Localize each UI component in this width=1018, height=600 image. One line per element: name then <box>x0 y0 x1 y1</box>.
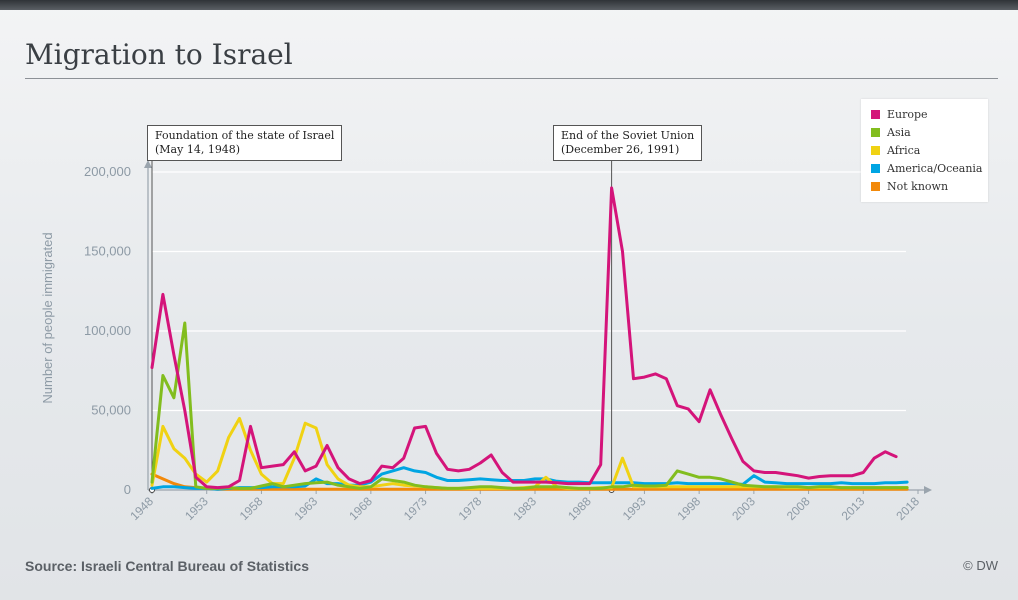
series-lines <box>150 186 909 491</box>
annotation-lines <box>149 155 615 493</box>
source-note: Source: Israeli Central Bureau of Statis… <box>25 558 309 574</box>
annotation-foundation-of-israel: Foundation of the state of Israel (May 1… <box>147 125 343 161</box>
x-tick-label: 1993 <box>620 494 649 523</box>
x-tick-label: 1958 <box>237 494 266 523</box>
chart-title: Migration to Israel <box>25 38 293 71</box>
y-tick-label: 0 <box>124 482 131 497</box>
legend-swatch-asia <box>871 127 880 137</box>
x-tick-label: 1948 <box>127 494 156 523</box>
annotation-line1: Foundation of the state of Israel <box>155 129 335 142</box>
series-line-europe <box>150 186 898 490</box>
y-axis-label: Number of people immigrated <box>40 232 55 403</box>
legend-item-not-known: Not known <box>871 177 948 195</box>
legend-label: America/Oceania <box>887 161 983 175</box>
x-tick-label: 1978 <box>456 494 485 523</box>
gridlines <box>152 171 906 412</box>
x-tick-label: 1968 <box>346 494 375 523</box>
x-tick-label: 1998 <box>674 494 703 523</box>
x-axis-arrow <box>924 486 932 494</box>
annotation-end-of-soviet-union: End of the Soviet Union (December 26, 19… <box>553 125 703 161</box>
legend: Europe Asia Africa America/Oceania Not k… <box>861 99 988 202</box>
x-tick-label: 1953 <box>182 494 211 523</box>
x-tick-label: 2008 <box>784 494 813 523</box>
x-axis-ticks: 1948 1953 1958 1963 1968 1973 1978 1983 1988 1993… <box>127 490 922 523</box>
x-tick-label: 2003 <box>729 494 758 523</box>
top-bar <box>0 0 1018 10</box>
legend-label: Europe <box>887 107 928 121</box>
copyright: © DW <box>963 558 998 573</box>
y-axis-ticks: 0 50,000 100,000 150,000 200,000 <box>84 164 131 497</box>
legend-label: Africa <box>887 143 921 157</box>
legend-swatch-africa <box>871 145 880 155</box>
y-tick-label: 150,000 <box>84 244 131 259</box>
x-tick-label: 1988 <box>565 494 594 523</box>
annotation-line2: (May 14, 1948) <box>155 143 241 156</box>
annotation-line2: (December 26, 1991) <box>561 143 680 156</box>
series-line-not-known <box>150 472 909 491</box>
legend-swatch-europe <box>871 109 880 119</box>
y-tick-label: 100,000 <box>84 323 131 338</box>
legend-label: Not known <box>887 179 949 193</box>
series-line-asia <box>150 321 909 490</box>
series-line-africa <box>150 416 909 490</box>
series-line-america-oceania <box>150 466 909 491</box>
legend-label: Asia <box>887 125 911 139</box>
legend-item-america-oceania: America/Oceania <box>871 159 983 177</box>
x-tick-label: 1983 <box>510 494 539 523</box>
axes <box>144 160 932 494</box>
x-tick-label: 2013 <box>839 494 868 523</box>
legend-item-africa: Africa <box>871 141 920 159</box>
y-tick-label: 200,000 <box>84 164 131 179</box>
x-tick-label: 2018 <box>893 494 922 523</box>
legend-swatch-america-oceania <box>871 163 880 173</box>
title-divider <box>25 78 998 79</box>
y-tick-label: 50,000 <box>91 403 131 418</box>
x-tick-label: 1973 <box>401 494 430 523</box>
legend-item-europe: Europe <box>871 105 928 123</box>
legend-item-asia: Asia <box>871 123 911 141</box>
annotation-line1: End of the Soviet Union <box>561 129 695 142</box>
legend-swatch-not-known <box>871 181 880 191</box>
x-tick-label: 1963 <box>291 494 320 523</box>
y-axis-arrow <box>144 160 152 168</box>
